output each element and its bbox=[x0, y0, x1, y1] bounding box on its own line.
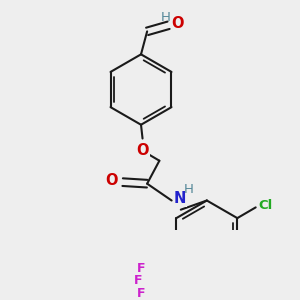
Text: H: H bbox=[161, 11, 171, 24]
Text: F: F bbox=[137, 262, 146, 275]
Text: O: O bbox=[172, 16, 184, 31]
Text: Cl: Cl bbox=[259, 200, 273, 212]
Text: H: H bbox=[184, 183, 194, 196]
Text: F: F bbox=[137, 286, 146, 300]
Text: O: O bbox=[106, 173, 118, 188]
Text: F: F bbox=[134, 274, 143, 287]
Text: N: N bbox=[174, 191, 186, 206]
Text: O: O bbox=[136, 143, 149, 158]
